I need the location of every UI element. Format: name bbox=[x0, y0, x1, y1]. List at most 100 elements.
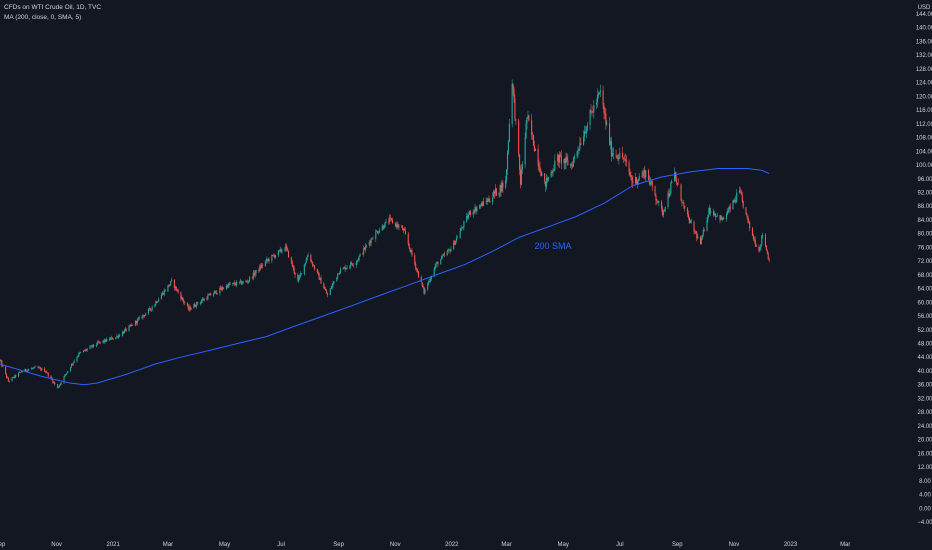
candle-body bbox=[619, 152, 621, 159]
candle-body bbox=[118, 335, 120, 338]
candle-body bbox=[147, 309, 150, 314]
candle-body bbox=[249, 277, 251, 281]
candle-body bbox=[683, 202, 685, 206]
candle-body bbox=[279, 249, 281, 251]
candle-body bbox=[339, 272, 341, 274]
candle-body bbox=[421, 281, 423, 286]
candle-body bbox=[141, 317, 143, 318]
candle-body bbox=[635, 177, 637, 184]
candle-body bbox=[489, 200, 491, 203]
candle-body bbox=[7, 378, 9, 382]
candle-body bbox=[40, 368, 42, 371]
candle-body bbox=[70, 364, 72, 368]
candle-body bbox=[455, 237, 458, 241]
candle-body bbox=[145, 313, 147, 316]
candle-body bbox=[128, 326, 130, 331]
candle-body bbox=[723, 217, 725, 220]
y-tick-label: 68.00 bbox=[917, 273, 932, 279]
candle-body bbox=[307, 254, 309, 257]
candle-body bbox=[14, 375, 16, 378]
candle-body bbox=[167, 285, 169, 292]
candle-body bbox=[82, 350, 85, 353]
y-tick-label: 40.00 bbox=[917, 369, 932, 375]
candle-body bbox=[84, 349, 86, 351]
candle-body bbox=[37, 366, 39, 368]
candle-body bbox=[86, 348, 88, 351]
candle-body bbox=[25, 369, 27, 371]
symbol-title: CFDs on WTI Crude Oil, 1D, TVC bbox=[4, 4, 102, 11]
candle-body bbox=[580, 143, 582, 145]
candle-body bbox=[112, 338, 114, 340]
candle-body bbox=[745, 207, 747, 214]
y-tick-label: 112.00 bbox=[916, 122, 932, 128]
candle-body bbox=[104, 339, 106, 342]
chart-legend: CFDs on WTI Crude Oil, 1D, TVC MA (200, … bbox=[4, 3, 101, 23]
candle-body bbox=[545, 178, 548, 187]
candle-body bbox=[331, 285, 333, 289]
x-tick-label: Sep bbox=[672, 542, 683, 548]
candle-body bbox=[156, 301, 158, 303]
candle-body bbox=[754, 239, 756, 245]
candle-body bbox=[90, 345, 92, 347]
candle-body bbox=[264, 261, 266, 266]
candle-body bbox=[565, 157, 567, 164]
time-axis[interactable]: Sep Nov 2021 Mar May Jul Sep Nov 2022 Mar May Jul Se… bbox=[0, 542, 850, 548]
candle-body bbox=[18, 372, 21, 373]
candle-body bbox=[280, 249, 282, 252]
candle-body bbox=[502, 183, 504, 188]
candle-body bbox=[642, 172, 644, 177]
candle-body bbox=[459, 230, 461, 238]
candle-body bbox=[200, 300, 202, 303]
candle-body bbox=[238, 281, 240, 283]
candle-body bbox=[746, 213, 748, 216]
candle-body bbox=[142, 315, 144, 318]
candle-body bbox=[766, 250, 768, 254]
candle-body bbox=[416, 269, 419, 272]
candle-body bbox=[495, 188, 497, 196]
candle-body bbox=[449, 249, 451, 252]
candle-body bbox=[437, 262, 439, 265]
candle-body bbox=[550, 172, 552, 178]
candle-body bbox=[46, 372, 48, 374]
candle-body bbox=[630, 175, 632, 177]
candle-body bbox=[390, 218, 393, 220]
candle-body bbox=[401, 226, 403, 228]
candle-body bbox=[56, 384, 59, 388]
candle-body bbox=[423, 287, 425, 294]
candle-body bbox=[408, 243, 410, 248]
candle-body bbox=[468, 211, 471, 215]
candle-body bbox=[661, 208, 664, 216]
candle-body bbox=[234, 282, 236, 285]
candle-body bbox=[143, 315, 145, 316]
candle-body bbox=[324, 288, 326, 290]
candle-body bbox=[571, 165, 574, 167]
candle-body bbox=[221, 287, 223, 290]
candle-body bbox=[578, 148, 580, 151]
candle-body bbox=[616, 155, 618, 158]
candle-body bbox=[275, 255, 277, 258]
x-tick-label: Nov bbox=[51, 542, 62, 548]
x-tick-label: Mar bbox=[501, 542, 511, 548]
candle-body bbox=[286, 245, 288, 249]
candle-body bbox=[277, 250, 279, 256]
candle-body bbox=[435, 263, 437, 267]
candle-body bbox=[71, 364, 73, 365]
y-tick-label: 0.00 bbox=[919, 506, 931, 512]
candle-body bbox=[294, 272, 296, 276]
candle-body bbox=[1, 361, 3, 367]
candle-body bbox=[242, 281, 244, 284]
y-tick-label: 36.00 bbox=[917, 383, 932, 389]
candle-body bbox=[492, 197, 494, 203]
candle-body bbox=[78, 352, 80, 356]
candle-body bbox=[668, 193, 670, 197]
candle-body bbox=[201, 299, 203, 301]
y-tick-label: 44.00 bbox=[917, 355, 932, 361]
candle-body bbox=[102, 340, 104, 343]
candle-body bbox=[533, 145, 535, 151]
candle-body bbox=[225, 285, 227, 289]
candle-body bbox=[545, 181, 547, 187]
candle-body bbox=[560, 156, 562, 164]
candle-body bbox=[700, 237, 702, 245]
